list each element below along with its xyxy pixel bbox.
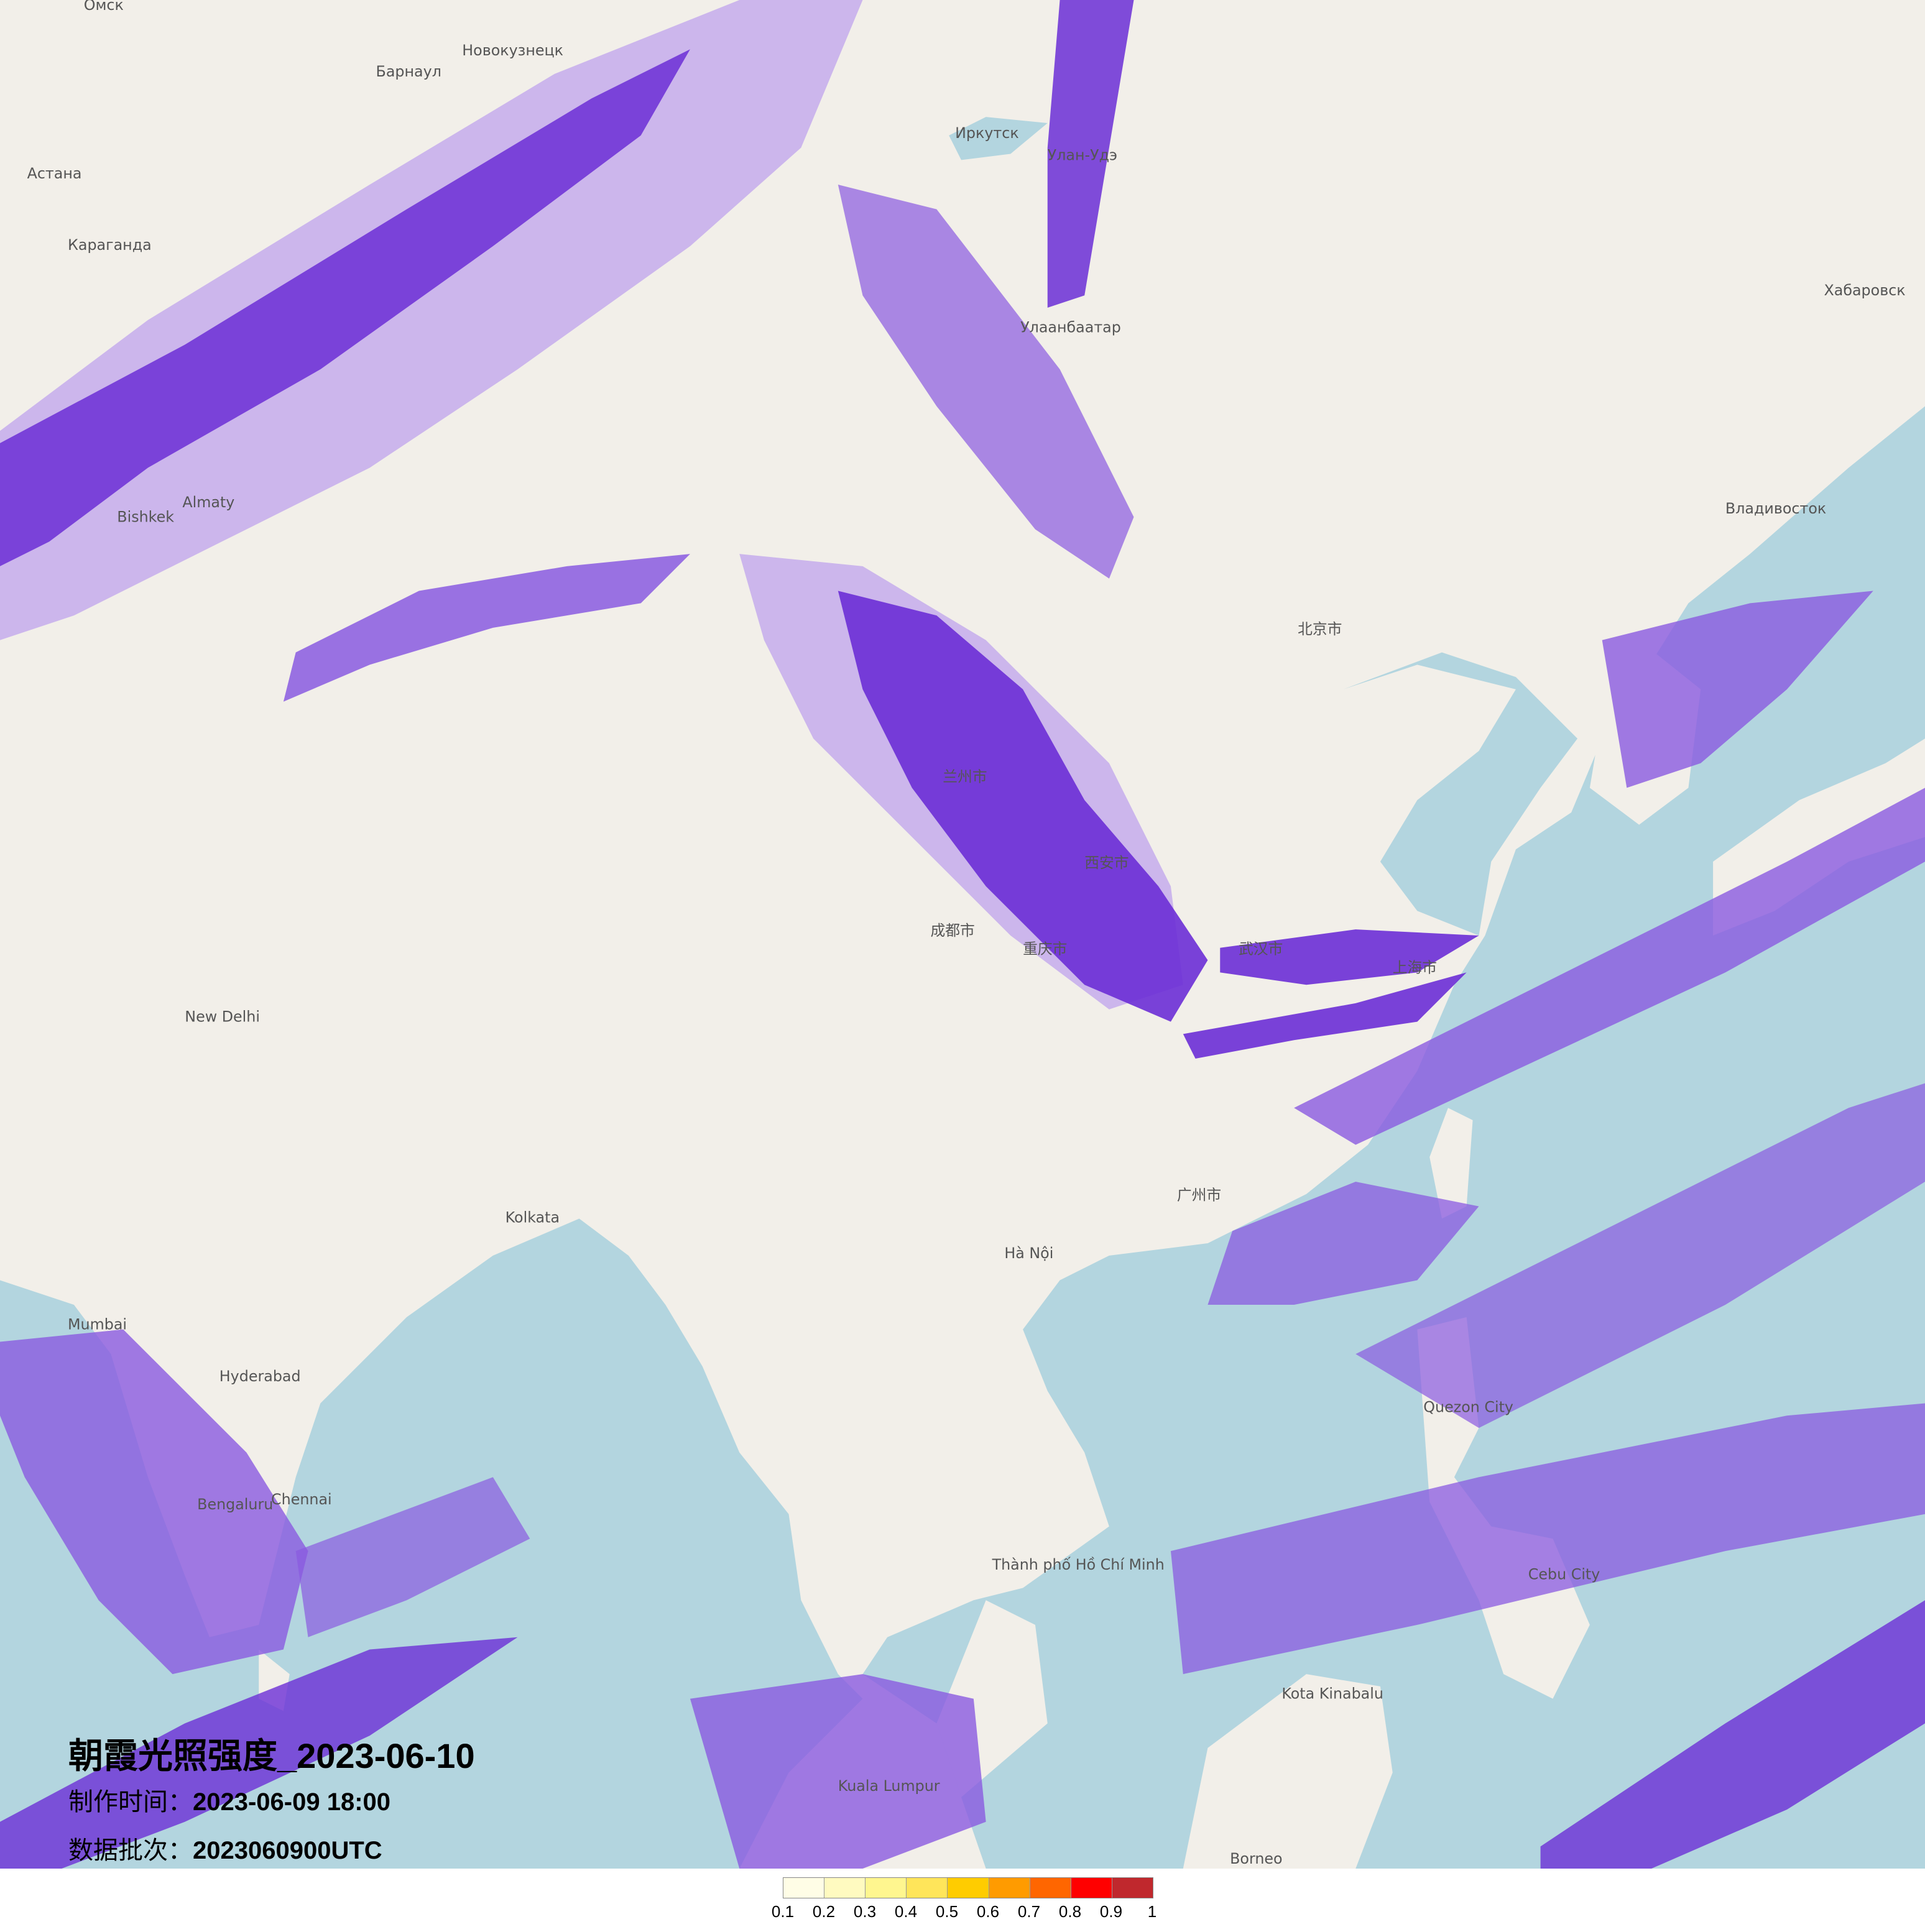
legend-tick-label: 0.3 bbox=[853, 1902, 877, 1921]
place-label: Иркутск bbox=[955, 124, 1019, 142]
legend-swatch bbox=[1112, 1878, 1153, 1898]
place-label: Bengaluru bbox=[197, 1496, 273, 1513]
place-labels: Омск Астана Караганда Барнаул Новокузнец… bbox=[27, 0, 1906, 1867]
place-label: Chennai bbox=[271, 1491, 332, 1508]
place-label: 西安市 bbox=[1084, 854, 1129, 872]
legend-tick-label: 1 bbox=[1147, 1902, 1157, 1921]
production-time-value: 2023-06-09 18:00 bbox=[193, 1788, 391, 1816]
production-time-label: 制作时间： bbox=[68, 1788, 193, 1816]
place-label: Thành phố Hồ Chí Minh bbox=[992, 1556, 1165, 1573]
place-label: 兰州市 bbox=[943, 768, 987, 785]
place-label: Kolkata bbox=[505, 1208, 560, 1226]
place-label: Барнаул bbox=[376, 63, 441, 80]
place-label: Hyderabad bbox=[219, 1368, 301, 1385]
title-block: 朝霞光照强度_2023-06-10 制作时间：2023-06-09 18:00 … bbox=[68, 1734, 475, 1875]
place-label: Владивосток bbox=[1725, 500, 1826, 517]
legend-tick-label: 0.6 bbox=[976, 1902, 1000, 1921]
place-label: Улаанбаатар bbox=[1020, 319, 1121, 336]
legend-tick-label: 0.2 bbox=[812, 1902, 836, 1921]
legend-swatch bbox=[948, 1878, 989, 1898]
cloud-layer bbox=[0, 0, 1925, 1869]
place-label: Mumbai bbox=[68, 1316, 127, 1333]
place-label: Cebu City bbox=[1528, 1566, 1600, 1583]
place-label: 成都市 bbox=[930, 922, 974, 939]
place-label: 武汉市 bbox=[1239, 941, 1283, 958]
place-label: Kuala Lumpur bbox=[838, 1777, 940, 1795]
map[interactable]: Омск Астана Караганда Барнаул Новокузнец… bbox=[0, 0, 1925, 1869]
legend-swatch bbox=[824, 1878, 866, 1898]
legend-tick-label: 0.9 bbox=[1099, 1902, 1123, 1921]
place-label: 北京市 bbox=[1298, 620, 1342, 638]
legend-tick-label: 0.1 bbox=[771, 1902, 795, 1921]
legend-bar bbox=[783, 1877, 1153, 1898]
data-batch: 数据批次：2023060900UTC bbox=[68, 1826, 475, 1875]
place-label: Караганда bbox=[68, 236, 152, 254]
legend-swatch bbox=[783, 1878, 825, 1898]
place-label: New Delhi bbox=[185, 1008, 260, 1026]
place-label: Хабаровск bbox=[1824, 282, 1905, 299]
place-label: Омск bbox=[84, 0, 124, 14]
place-label: 广州市 bbox=[1177, 1187, 1221, 1204]
place-label: Quezon City bbox=[1423, 1398, 1513, 1415]
color-legend: 0.1 0.2 0.3 0.4 0.5 0.6 0.7 0.8 0.9 1 bbox=[772, 1877, 1157, 1921]
legend-swatch bbox=[866, 1878, 907, 1898]
legend-swatch bbox=[1071, 1878, 1112, 1898]
place-label: Almaty bbox=[182, 494, 234, 511]
yellow-sea bbox=[1343, 652, 1578, 936]
place-label: Новокузнецк bbox=[462, 42, 563, 59]
legend-tick-label: 0.4 bbox=[894, 1902, 918, 1921]
map-title: 朝霞光照强度_2023-06-10 bbox=[68, 1736, 475, 1775]
place-label: 重庆市 bbox=[1023, 941, 1067, 958]
legend-swatch bbox=[1030, 1878, 1071, 1898]
place-label: Улан-Удэ bbox=[1048, 146, 1117, 163]
legend-ticks: 0.1 0.2 0.3 0.4 0.5 0.6 0.7 0.8 0.9 1 bbox=[772, 1898, 1157, 1921]
legend-tick-label: 0.5 bbox=[935, 1902, 959, 1921]
batch-label: 数据批次： bbox=[68, 1837, 193, 1864]
legend-tick-label: 0.7 bbox=[1017, 1902, 1041, 1921]
legend-swatch bbox=[907, 1878, 948, 1898]
place-label: Borneo bbox=[1230, 1850, 1282, 1867]
lake-baikal bbox=[949, 117, 1048, 160]
legend-tick-label: 0.8 bbox=[1058, 1902, 1082, 1921]
place-label: Bishkek bbox=[117, 508, 174, 526]
legend-swatch bbox=[989, 1878, 1030, 1898]
place-label: 上海市 bbox=[1393, 959, 1437, 976]
batch-value: 2023060900UTC bbox=[193, 1837, 382, 1864]
place-label: Астана bbox=[27, 165, 82, 182]
production-time: 制作时间：2023-06-09 18:00 bbox=[68, 1778, 475, 1826]
place-label: Hà Nội bbox=[1004, 1244, 1053, 1262]
place-label: Kota Kinabalu bbox=[1281, 1685, 1383, 1703]
